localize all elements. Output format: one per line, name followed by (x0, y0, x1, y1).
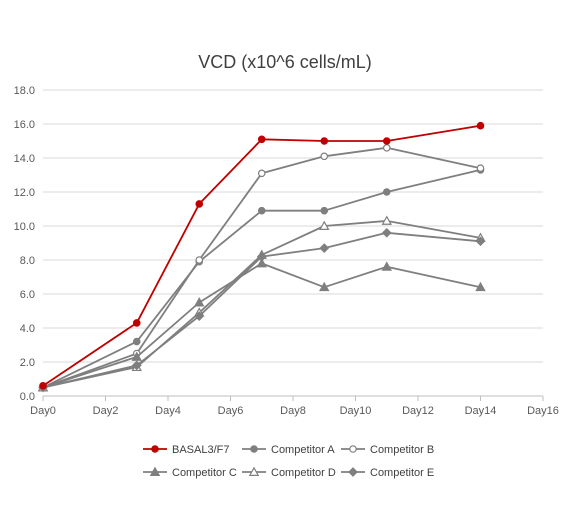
data-point (382, 137, 391, 145)
series-2 (39, 166, 485, 392)
data-point (381, 227, 392, 238)
legend-item: Competitor B (341, 444, 434, 456)
data-point (256, 257, 267, 268)
legend-label: Competitor D (271, 467, 336, 479)
data-point (194, 297, 205, 307)
y-tick-label: 14.0 (14, 153, 35, 165)
chart-title: VCD (x10^6 cells/mL) (198, 52, 372, 72)
data-point (195, 256, 204, 264)
y-tick-label: 8.0 (20, 255, 35, 267)
legend: BASAL3/F7 Competitor A Competitor B Competi… (143, 444, 434, 479)
legend-item: Competitor C (143, 466, 237, 479)
legend-item: Competitor D (242, 466, 336, 479)
y-tick-label: 0.0 (20, 391, 35, 403)
legend-marker (248, 466, 260, 476)
data-point (39, 381, 47, 390)
legend-label: Competitor E (370, 467, 434, 479)
data-point (320, 152, 329, 161)
x-tick-label: Day8 (280, 405, 306, 417)
data-point (382, 144, 391, 152)
data-point (382, 188, 391, 196)
x-tick-label: Day12 (402, 405, 434, 417)
axes: 0.0 2.0 4.0 6.0 8.0 10.0 12.0 14.0 16.0 18.0 Day0 D… (14, 85, 559, 417)
legend-item: BASAL3/F7 (143, 444, 229, 456)
legend-marker (149, 466, 161, 476)
x-tick-label: Day2 (93, 405, 119, 417)
data-point (320, 206, 329, 215)
data-point (475, 236, 486, 247)
series-3 (39, 144, 485, 392)
series-line (42, 146, 481, 389)
legend-marker (348, 467, 358, 477)
data-point (319, 220, 330, 230)
series-4 (37, 257, 486, 392)
data-point (381, 215, 392, 225)
series-group (37, 121, 486, 393)
data-point (476, 121, 485, 130)
data-point (475, 281, 486, 292)
series-line (42, 219, 481, 389)
data-point (257, 135, 266, 144)
x-tick-label: Day14 (465, 405, 497, 417)
legend-marker (250, 445, 258, 453)
data-point (476, 164, 485, 173)
y-tick-label: 12.0 (14, 187, 35, 199)
data-point (131, 360, 142, 371)
y-tick-label: 4.0 (20, 323, 35, 335)
x-tick-label: Day16 (527, 405, 559, 417)
legend-label: Competitor C (172, 467, 237, 479)
data-point (131, 351, 142, 361)
legend-label: Competitor A (271, 444, 335, 456)
data-point (132, 319, 141, 327)
data-point (381, 261, 392, 271)
gridlines (43, 89, 543, 363)
data-point (132, 337, 141, 346)
legend-marker (349, 445, 357, 453)
data-point (195, 200, 204, 208)
x-tick-label: Day0 (30, 405, 56, 417)
legend-marker (151, 445, 159, 453)
series-6 (38, 227, 486, 393)
data-point (320, 137, 329, 145)
legend-item: Competitor E (341, 467, 434, 479)
legend-label: BASAL3/F7 (172, 444, 229, 456)
x-tick-label: Day6 (218, 405, 244, 417)
data-point (319, 281, 330, 292)
series-line (42, 262, 481, 389)
data-point (194, 311, 205, 321)
y-tick-label: 18.0 (14, 85, 35, 97)
series-line (42, 169, 481, 389)
y-tick-label: 10.0 (14, 221, 35, 233)
series-1 (39, 121, 485, 390)
x-tick-label: Day4 (155, 405, 181, 417)
data-point (319, 243, 330, 253)
data-point (256, 251, 267, 262)
legend-item: Competitor A (242, 444, 335, 456)
y-tick-label: 16.0 (14, 119, 35, 131)
data-point (257, 169, 266, 178)
x-tick-label: Day10 (340, 405, 372, 417)
y-tick-label: 6.0 (20, 289, 35, 301)
y-tick-label: 2.0 (20, 357, 35, 369)
data-point (257, 206, 266, 215)
legend-label: Competitor B (370, 444, 434, 456)
